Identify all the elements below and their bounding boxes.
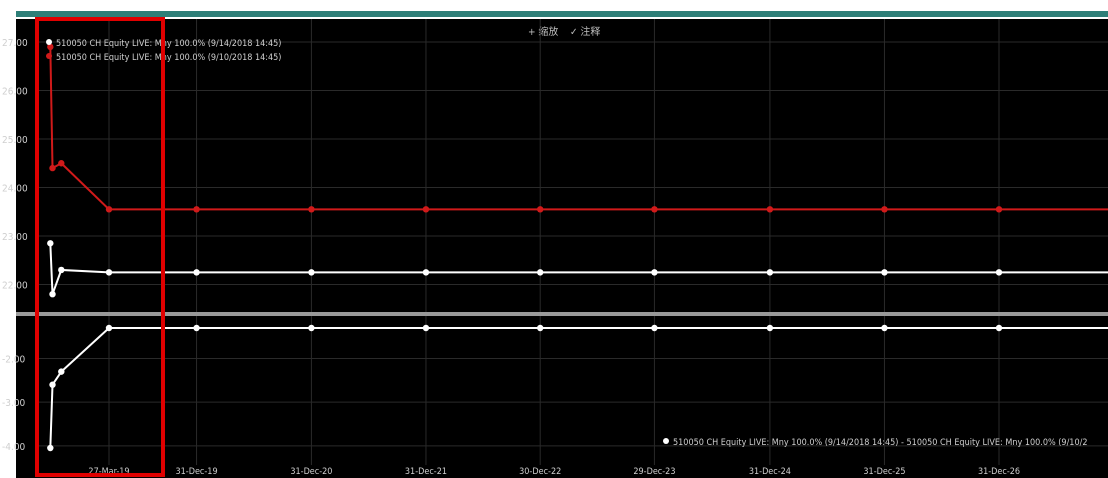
lower-chart-panel: -2.00 -3.00 -4.00 510050 CH Equity LIVE: Mn… [2, 316, 1108, 465]
x-axis: 27-Mar-19 31-Dec-19 31-Dec-20 31-Dec-21 30-D… [88, 467, 1020, 477]
y-tick-label: 23.00 [2, 232, 28, 243]
x-tick-label: 31-Dec-20 [290, 467, 332, 477]
x-tick-label: 27-Mar-19 [88, 467, 129, 477]
y-tick-label: 26.00 [2, 87, 28, 98]
y-tick-label: 25.00 [2, 135, 28, 146]
x-tick-label: 29-Dec-23 [633, 467, 675, 477]
legend-marker [46, 39, 52, 45]
data-point[interactable] [193, 269, 200, 276]
y-tick-label: 24.00 [2, 184, 28, 195]
data-point[interactable] [47, 240, 54, 247]
data-point[interactable] [536, 206, 544, 213]
data-point[interactable] [308, 324, 315, 332]
data-point[interactable] [536, 324, 544, 332]
data-point[interactable] [308, 206, 315, 213]
data-point[interactable] [193, 206, 200, 213]
legend-marker [46, 53, 52, 59]
data-point[interactable] [995, 269, 1003, 276]
data-point[interactable] [766, 324, 774, 332]
y-tick-label: 27.00 [2, 38, 28, 49]
data-point[interactable] [308, 269, 315, 276]
data-point[interactable] [422, 324, 430, 332]
y-tick-label: 22.00 [2, 281, 28, 292]
data-point[interactable] [58, 266, 65, 274]
data-point[interactable] [49, 164, 56, 172]
data-point[interactable] [422, 206, 430, 213]
legend-marker [663, 438, 669, 444]
data-point[interactable] [49, 291, 56, 298]
y-tick-label: -2.00 [2, 355, 26, 366]
data-point[interactable] [47, 43, 54, 51]
annotate-button[interactable]: ✓ 注释 [570, 25, 600, 38]
toolbar: + 缩放 ✓ 注释 [528, 25, 600, 38]
x-tick-label: 31-Dec-24 [749, 467, 791, 477]
data-point[interactable] [881, 324, 888, 332]
data-point[interactable] [49, 381, 56, 388]
data-point[interactable] [536, 269, 544, 276]
data-point[interactable] [105, 324, 113, 332]
data-point[interactable] [422, 269, 430, 276]
data-point[interactable] [881, 206, 888, 213]
data-point[interactable] [651, 206, 658, 213]
y-tick-label: -4.00 [2, 442, 26, 453]
data-point[interactable] [651, 269, 658, 276]
data-point[interactable] [193, 324, 200, 332]
panel-divider[interactable] [16, 312, 1108, 316]
x-tick-label: 31-Dec-21 [405, 467, 447, 477]
data-point[interactable] [105, 206, 113, 213]
x-tick-label: 30-Dec-22 [519, 467, 561, 477]
data-point[interactable] [651, 324, 658, 332]
data-point[interactable] [995, 324, 1003, 332]
x-tick-label: 31-Dec-19 [175, 467, 217, 477]
highlight-box [35, 17, 165, 477]
data-point[interactable] [58, 160, 65, 167]
upper-chart-panel: 27.00 26.00 25.00 24.00 23.00 22.00 510050 CH … [2, 19, 1108, 312]
data-point[interactable] [58, 368, 65, 375]
x-tick-label: 31-Dec-25 [863, 467, 905, 477]
x-tick-label: 31-Dec-26 [978, 467, 1020, 477]
y-tick-label: -3.00 [2, 398, 26, 409]
zoom-button[interactable]: + 缩放 [528, 25, 558, 38]
legend-entry[interactable]: 510050 CH Equity LIVE: Mny 100.0% (9/14/… [673, 438, 1087, 448]
data-point[interactable] [766, 269, 774, 276]
legend-entry[interactable]: 510050 CH Equity LIVE: Mny 100.0% (9/10/… [56, 53, 281, 63]
data-point[interactable] [881, 269, 888, 276]
data-point[interactable] [995, 206, 1003, 213]
data-point[interactable] [47, 444, 54, 452]
data-point[interactable] [766, 206, 774, 213]
top-accent-bar [16, 11, 1108, 17]
legend-entry[interactable]: 510050 CH Equity LIVE: Mny 100.0% (9/14/… [56, 39, 281, 49]
data-point[interactable] [105, 269, 113, 276]
chart-background [16, 19, 1108, 478]
